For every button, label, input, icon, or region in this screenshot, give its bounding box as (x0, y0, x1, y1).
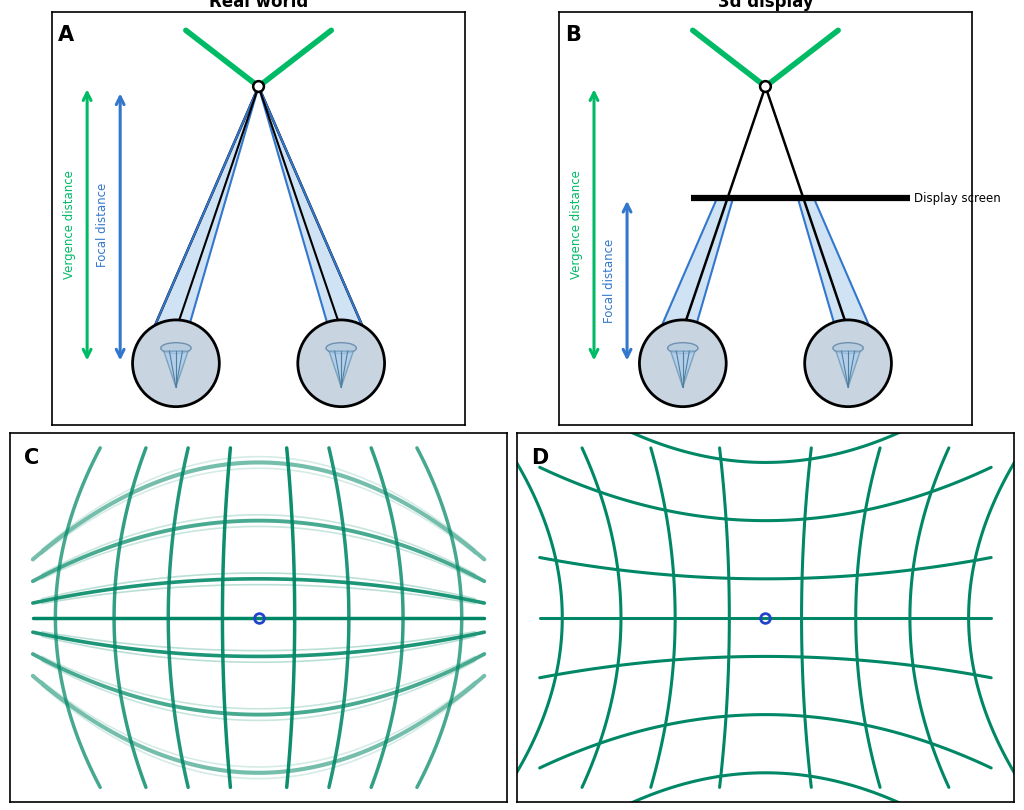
Circle shape (639, 320, 726, 407)
Polygon shape (164, 352, 188, 387)
Circle shape (132, 320, 219, 407)
Text: Vergence distance: Vergence distance (569, 170, 583, 279)
Text: Focal distance: Focal distance (96, 183, 109, 267)
Polygon shape (671, 352, 695, 387)
Polygon shape (258, 87, 365, 332)
Title: 3d display: 3d display (718, 0, 813, 11)
Polygon shape (798, 198, 871, 332)
Circle shape (805, 320, 892, 407)
Circle shape (298, 320, 385, 407)
Polygon shape (329, 352, 353, 387)
Circle shape (760, 81, 771, 92)
Ellipse shape (833, 343, 863, 353)
Text: A: A (58, 24, 75, 45)
Text: B: B (565, 24, 581, 45)
Ellipse shape (161, 343, 191, 353)
Text: Display screen: Display screen (914, 191, 1000, 205)
Text: Focal distance: Focal distance (603, 238, 615, 323)
Polygon shape (836, 352, 860, 387)
Ellipse shape (668, 343, 698, 353)
Title: Real world: Real world (209, 0, 308, 11)
Text: D: D (530, 448, 548, 468)
Circle shape (253, 81, 264, 92)
Text: C: C (24, 448, 39, 468)
Polygon shape (659, 198, 733, 332)
Polygon shape (153, 87, 258, 332)
Text: Vergence distance: Vergence distance (62, 170, 76, 279)
Ellipse shape (326, 343, 356, 353)
